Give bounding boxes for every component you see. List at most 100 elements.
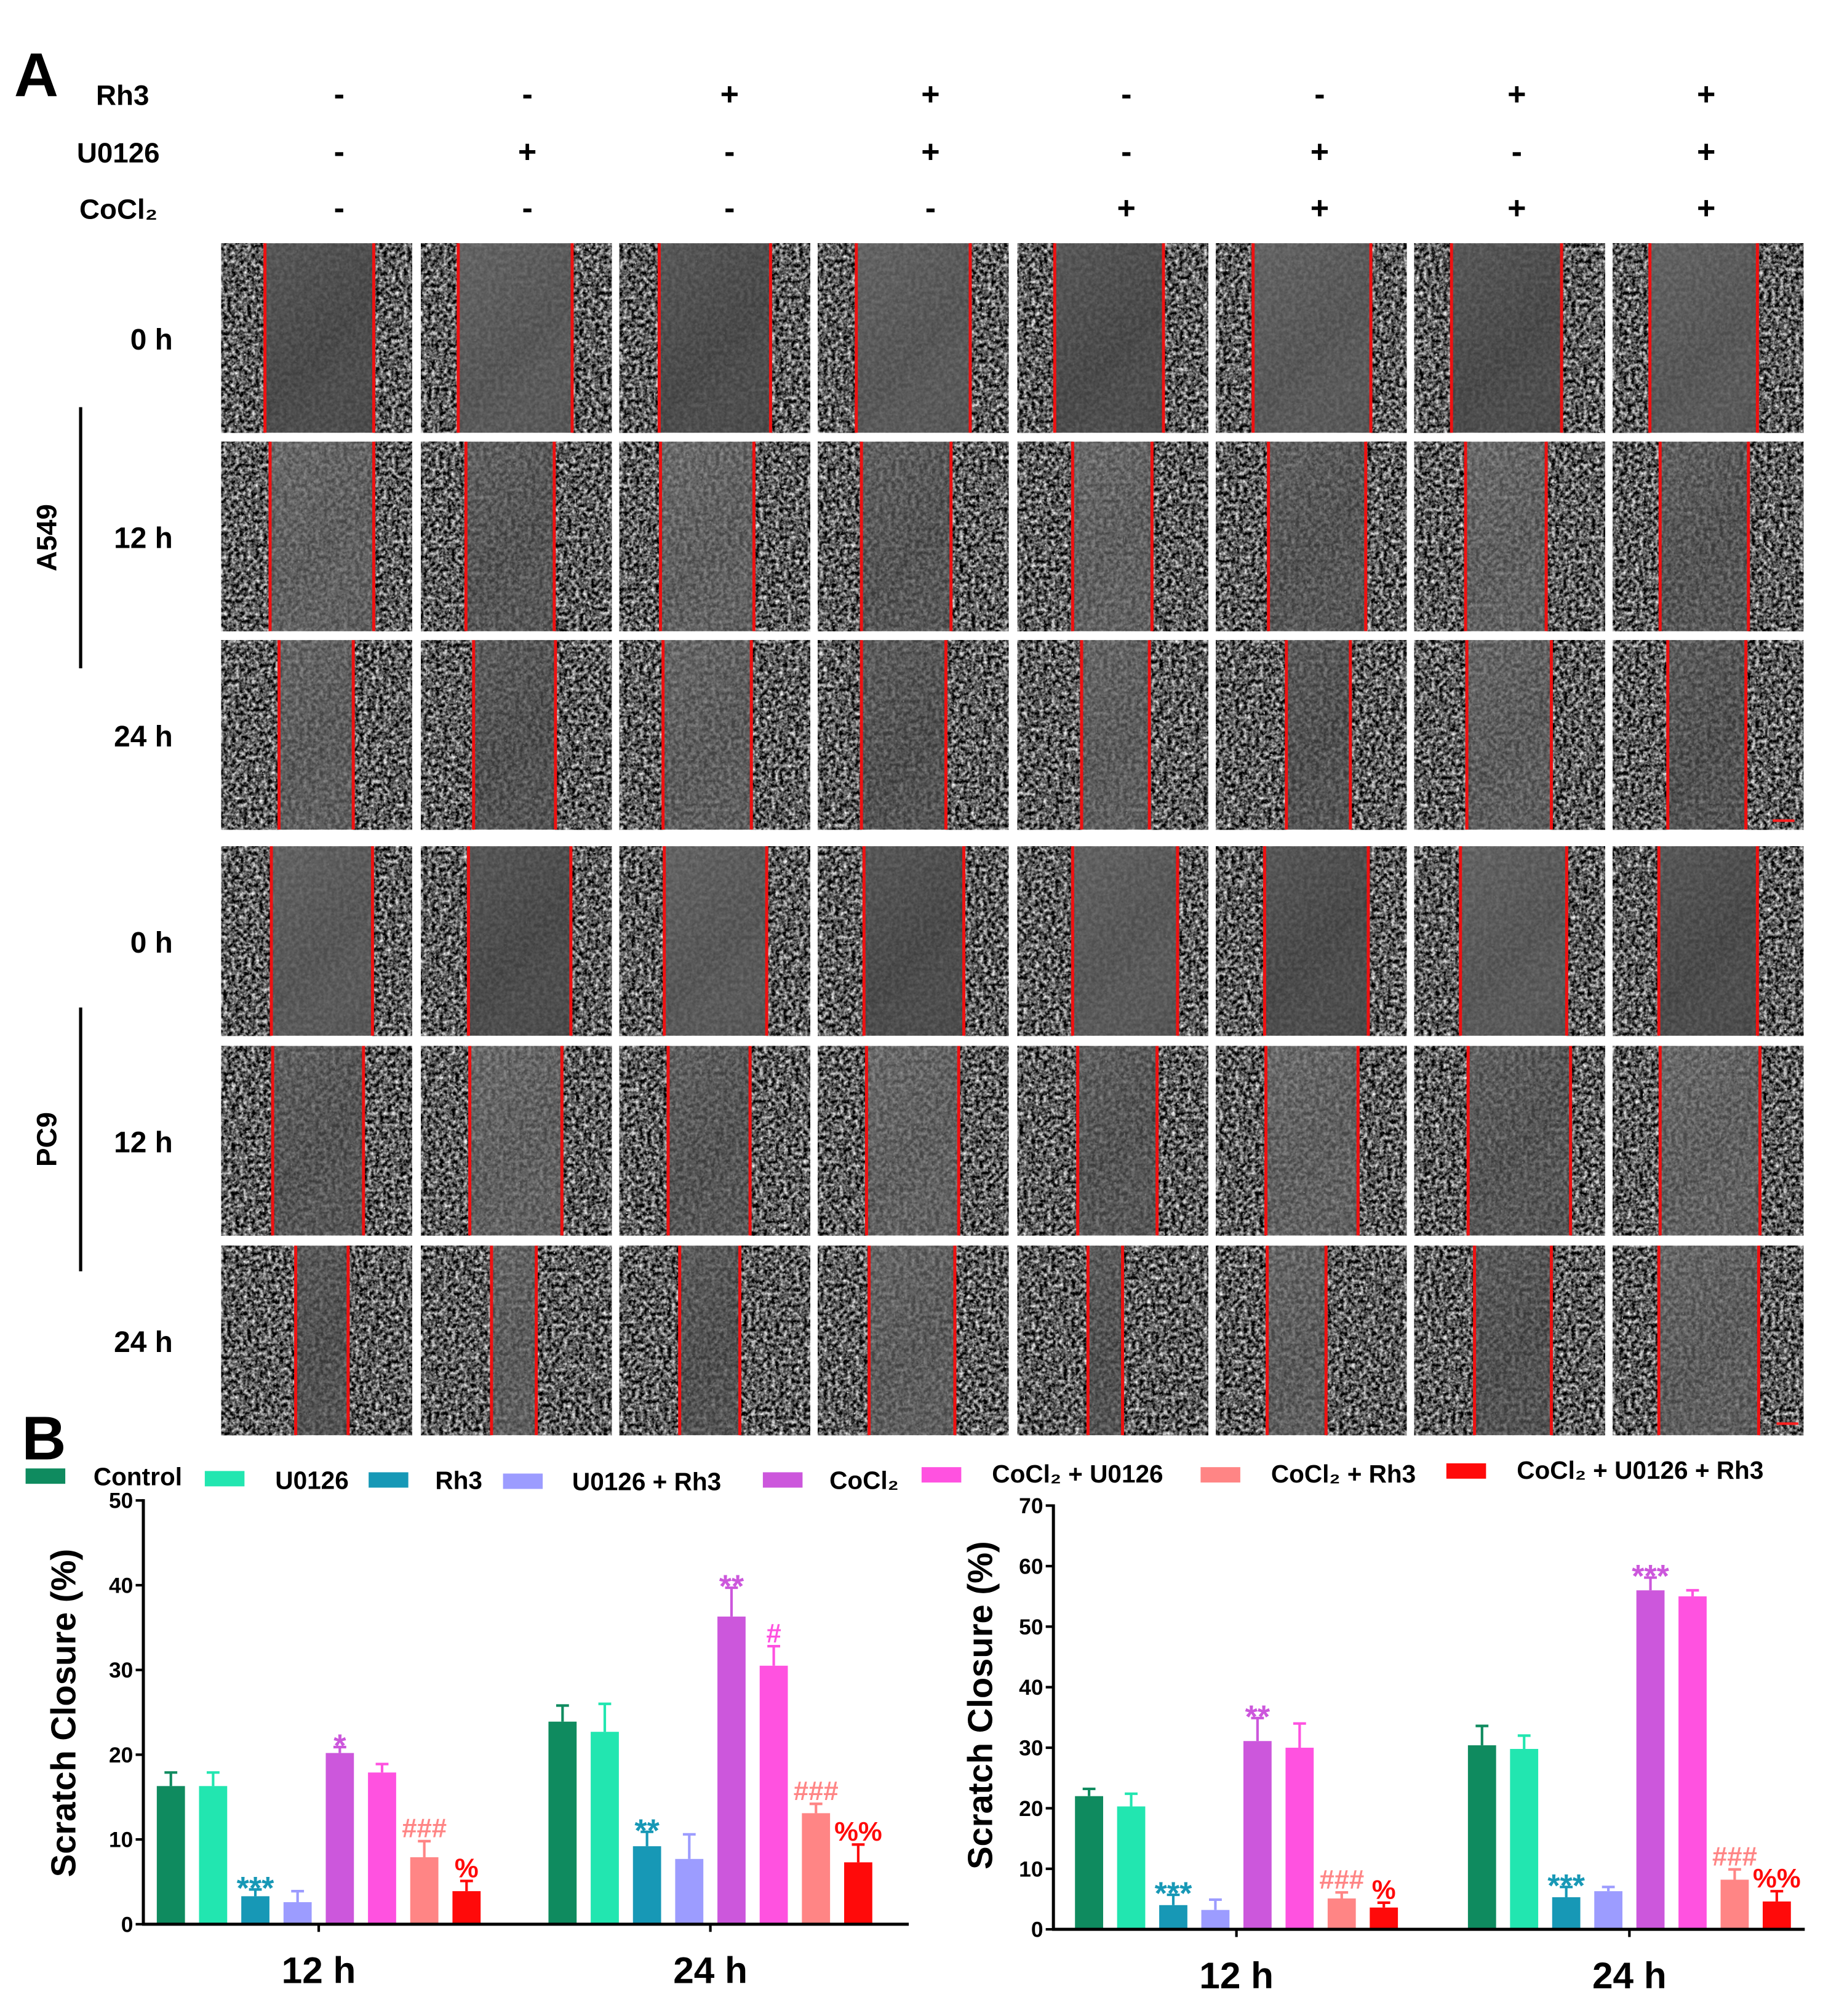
micrograph (221, 1246, 412, 1436)
scratch-edge-line (1155, 1046, 1159, 1236)
scratch-edge-line (263, 243, 267, 433)
cell-monolayer-left (421, 441, 466, 631)
scratch-edge-line (362, 1046, 365, 1236)
bar (632, 1846, 661, 1924)
scratch-edge-line (968, 243, 972, 433)
micrograph (1216, 640, 1407, 830)
scratch-edge-line (570, 243, 574, 433)
cell-line-label-pc9: PC9 (31, 1112, 63, 1167)
bar (1327, 1898, 1356, 1930)
cell-monolayer-right (754, 441, 810, 631)
scratch-edge-line (748, 1046, 752, 1236)
treatment-sign: - (522, 191, 532, 226)
scratch-edge-line (1285, 640, 1288, 830)
treatment-sign: - (1512, 134, 1522, 170)
scratch-edge-line (1744, 640, 1748, 830)
significance-mark: ** (1245, 1699, 1271, 1735)
scratch-edge-line (1150, 441, 1154, 631)
scratch-edge-line (1264, 1046, 1268, 1236)
bar (759, 1665, 788, 1924)
cell-monolayer-right (562, 1046, 612, 1236)
cell-monolayer-right (750, 1046, 810, 1236)
micrograph (818, 846, 1009, 1036)
cell-monolayer-right (1570, 1046, 1605, 1236)
bar (325, 1753, 354, 1924)
micrograph (421, 846, 612, 1036)
cell-monolayer-left (221, 243, 265, 433)
cell-monolayer-left (221, 441, 270, 631)
scratch-edge-line (1356, 1046, 1360, 1236)
micrograph (221, 441, 412, 631)
cell-monolayer-left (221, 1246, 296, 1436)
y-tick-label: 30 (1019, 1737, 1043, 1761)
cell-monolayer-left (619, 640, 663, 830)
legend-label: CoCl₂ (829, 1466, 899, 1494)
cell-monolayer-left (1414, 640, 1467, 830)
scratch-edge-line (1755, 243, 1759, 433)
legend-item: U0126 + Rh3 (503, 1468, 721, 1496)
micrograph (1017, 243, 1208, 433)
cell-monolayer-left (1017, 441, 1073, 631)
micrograph (619, 243, 810, 433)
cell-monolayer-left (421, 846, 469, 1036)
significance-mark: *** (1547, 1868, 1585, 1904)
scratch-edge-line (1053, 243, 1056, 433)
bar (1370, 1907, 1398, 1930)
micrograph (619, 1246, 810, 1436)
scratch-edge-line (1071, 441, 1074, 631)
scratch-edge-line (1349, 640, 1352, 830)
scratch-edge-line (1263, 846, 1266, 1036)
legend-swatch (1200, 1467, 1240, 1483)
y-tick-label: 10 (1019, 1857, 1043, 1881)
legend: Control U0126 Rh3 U0126 + Rh3 CoCl₂ CoCl₂ + U… (25, 1456, 1763, 1496)
legend-swatch (204, 1471, 245, 1487)
y-tick-label: 40 (109, 1574, 133, 1598)
scratch-edge-line (868, 1246, 871, 1436)
bar (1117, 1806, 1146, 1930)
cell-line-labels: A549 PC9 (31, 407, 82, 1271)
scratch-edge-line (1473, 1246, 1477, 1436)
treatment-sign: - (334, 77, 345, 113)
significance-mark: ** (634, 1813, 660, 1849)
treatment-label: CoCl₂ (79, 194, 158, 225)
legend-label: Control (94, 1462, 182, 1490)
cell-monolayer-left (1414, 846, 1461, 1036)
scratch-edge-line (1544, 441, 1548, 631)
cell-monolayer-left (818, 1246, 869, 1436)
micrograph (421, 441, 612, 631)
scratch-edge-line (1666, 640, 1670, 830)
micrograph (1613, 846, 1804, 1036)
cell-monolayer-right (570, 846, 612, 1036)
cell-monolayer-right (1326, 1246, 1407, 1436)
micrograph (818, 1046, 1009, 1236)
legend-item: CoCl₂ + Rh3 (1200, 1460, 1416, 1488)
cell-monolayer-left (1414, 243, 1452, 433)
micrograph (619, 640, 810, 830)
cell-monolayer-left (221, 1046, 273, 1236)
cell-monolayer-left (1017, 1046, 1078, 1236)
cell-monolayer-right (363, 1046, 412, 1236)
y-tick-label: 0 (1031, 1918, 1043, 1942)
bar (1201, 1910, 1230, 1930)
cell-monolayer-left (1613, 846, 1659, 1036)
scratch-edge-line (1466, 1046, 1470, 1236)
scratch-edge-line (277, 640, 281, 830)
cell-monolayer-right (770, 243, 810, 433)
bar (1678, 1596, 1707, 1930)
scratch-edge-line (1459, 846, 1462, 1036)
legend-swatch (921, 1467, 962, 1483)
cell-monolayer-left (421, 640, 474, 830)
y-tick-label: 60 (1019, 1554, 1043, 1578)
cell-monolayer-left (1613, 441, 1661, 631)
cell-monolayer-right (1546, 441, 1605, 631)
scratch-edge-line (1758, 1046, 1762, 1236)
scratch-edge-line (962, 846, 966, 1036)
scratch-edge-line (569, 846, 573, 1036)
treatment-sign: - (724, 191, 735, 226)
cell-monolayer-right (1358, 1046, 1407, 1236)
scratch-edge-line (1364, 441, 1368, 631)
y-tick-label: 40 (1019, 1676, 1043, 1700)
scratch-edge-line (658, 441, 662, 631)
y-axis-title: Scratch Closure (%) (960, 1541, 999, 1870)
bar (802, 1813, 831, 1924)
